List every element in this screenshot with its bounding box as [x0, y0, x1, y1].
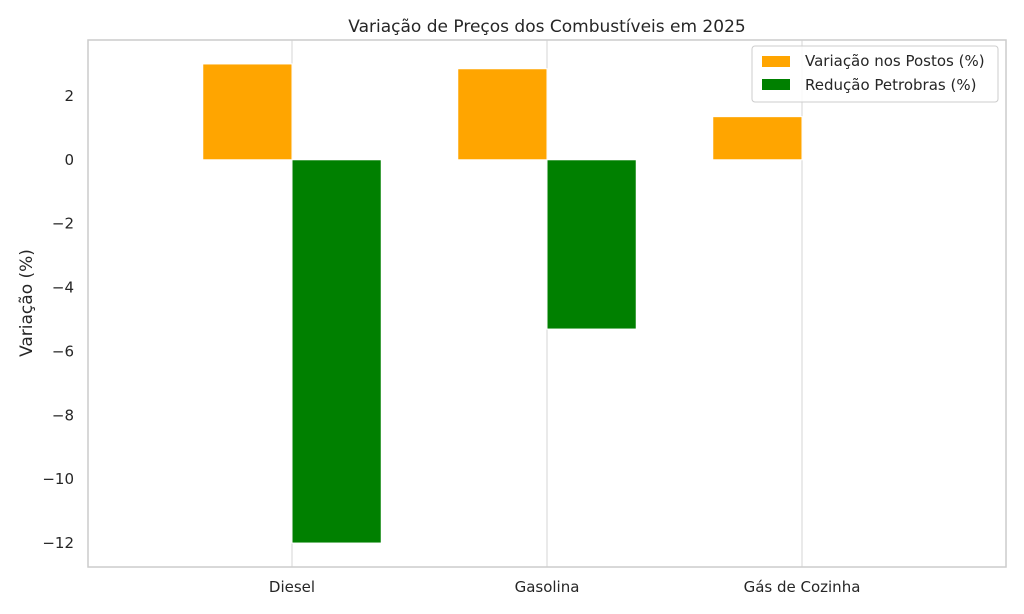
y-tick-label: −4: [52, 279, 74, 297]
legend-box: [751, 45, 999, 103]
chart-title: Variação de Preços dos Combustíveis em 2…: [348, 17, 745, 37]
legend-swatch-variacao-postos: [762, 56, 790, 67]
x-tick-label: Diesel: [269, 578, 315, 596]
y-tick-label: −10: [42, 470, 74, 488]
legend-swatch-reducao-petrobras: [762, 79, 790, 90]
y-tick-label: 0: [64, 151, 74, 169]
x-ticks: Diesel Gasolina Gás de Cozinha: [269, 578, 861, 596]
y-tick-label: −6: [52, 342, 74, 360]
y-ticks: 2 0 −2 −4 −6 −8 −10 −12: [42, 87, 74, 552]
y-tick-label: −8: [52, 406, 74, 424]
bar-reducao-petrobras: [291, 159, 382, 544]
bar-reducao-petrobras: [546, 159, 637, 330]
bar-variacao-postos: [712, 116, 803, 161]
bars: [202, 63, 803, 544]
x-tick-label: Gasolina: [515, 578, 580, 596]
bar-variacao-postos: [457, 68, 548, 161]
plot-frame: [87, 39, 1007, 568]
legend: Variação nos Postos (%) Redução Petrobra…: [751, 45, 999, 103]
y-tick-label: 2: [64, 87, 74, 105]
y-tick-label: −12: [42, 534, 74, 552]
bar-variacao-postos: [202, 63, 293, 161]
legend-label-reducao-petrobras: Redução Petrobras (%): [805, 76, 976, 94]
x-tick-label: Gás de Cozinha: [744, 578, 861, 596]
y-tick-label: −2: [52, 215, 74, 233]
y-axis-label: Variação (%): [17, 249, 37, 357]
legend-label-variacao-postos: Variação nos Postos (%): [805, 52, 985, 70]
